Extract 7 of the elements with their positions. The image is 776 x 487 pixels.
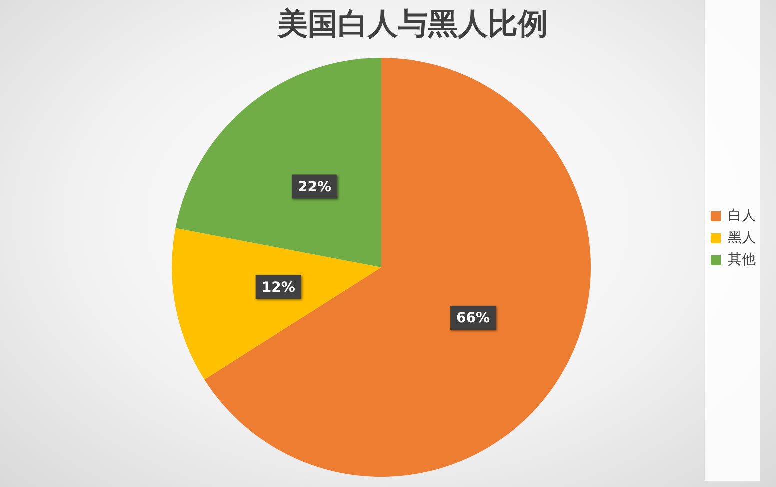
legend-label: 黑人 [728, 230, 756, 246]
data-label: 12% [262, 280, 296, 296]
legend-label: 白人 [728, 208, 756, 224]
data-label: 22% [298, 179, 332, 196]
data-label: 66% [456, 310, 490, 327]
chart-title: 美国白人与黑人比例 [277, 6, 548, 42]
legend-label: 其他 [728, 252, 756, 268]
